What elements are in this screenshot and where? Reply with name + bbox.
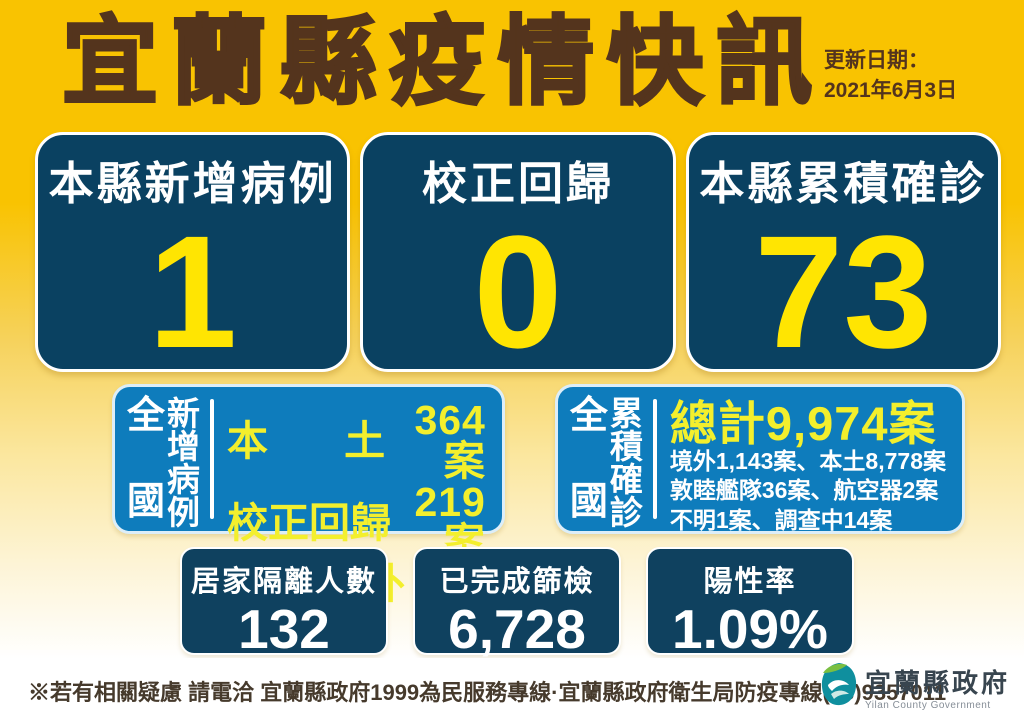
logo-name: 宜蘭縣政府 — [864, 667, 1010, 698]
stat-card-value: 0 — [473, 202, 563, 381]
national-new-content: 本 土 364案 校 正 回 歸 219案 境 — [227, 397, 486, 605]
case-row-label: 校 正 回 歸 — [227, 499, 392, 546]
small-stat-card-quarantine: 居家隔離人數 132 — [180, 547, 388, 658]
update-date-label: 更新日期： — [824, 49, 929, 72]
small-stat-card-positive-rate: 陽性率 1.09% — [646, 547, 854, 658]
national-new-side-label: 全 國 新 增 病 例 — [127, 395, 201, 529]
stat-card-value: 1 — [148, 202, 238, 381]
side-label-char: 病 — [167, 461, 201, 498]
stat-card-county-cumulative: 本縣累積確診 73 — [685, 132, 1001, 381]
small-stat-value: 1.09% — [672, 598, 828, 660]
footer-bar: ※若有相關疑慮 請電洽 宜蘭縣政府1999為民服務專線·宜蘭縣政府衛生局防疫專線… — [0, 658, 1024, 724]
national-cumulative-box: 全 國 累 積 確 診 總計9,974案 境外1,143案、本土8,778案 敦… — [554, 384, 965, 534]
top-stats-row: 本縣新增病例 1 校正回歸 0 本縣累積確診 73 — [35, 132, 1001, 372]
label-divider — [210, 399, 215, 519]
case-row-local: 本 土 364案 — [227, 400, 486, 482]
small-stat-card-screened: 已完成篩檢 6,728 — [413, 547, 621, 658]
stat-card-label: 本縣新增病例 — [48, 158, 337, 209]
side-label-char: 確 — [609, 461, 643, 498]
update-date-value: 2021年6月3日 — [824, 79, 958, 103]
logo-subtitle: Yilan County Government — [864, 699, 991, 711]
side-label-char: 國 — [569, 481, 608, 523]
cumulative-detail: 境外1,143案、本土8,778案 — [669, 448, 946, 474]
stat-card-value: 73 — [754, 202, 933, 381]
cumulative-total: 總計9,974案 — [669, 397, 937, 450]
case-row-label: 本 土 — [227, 417, 386, 464]
small-stat-label: 陽性率 — [703, 566, 797, 598]
side-label-char: 全 — [569, 395, 608, 437]
side-label-char: 例 — [167, 494, 201, 531]
side-label-col: 全 國 — [570, 397, 608, 521]
side-label-char: 全 — [127, 395, 166, 437]
national-cumulative-content: 總計9,974案 境外1,143案、本土8,778案 敦睦艦隊36案、航空器2案… — [669, 397, 946, 533]
update-date: 更新日期： 2021年6月3日 — [824, 46, 984, 107]
cumulative-detail: 不明1案、調查中14案 — [669, 506, 893, 533]
side-label-char: 國 — [127, 481, 166, 523]
national-stats-row: 全 國 新 增 病 例 本 土 364案 — [112, 384, 965, 605]
logo-text-block: 宜蘭縣政府 Yilan County Government — [865, 663, 1010, 711]
national-cumulative-side-label: 全 國 累 積 確 診 — [570, 395, 643, 529]
side-label-char: 累 — [609, 395, 643, 432]
stat-card-label: 本縣累積確診 — [699, 158, 988, 209]
side-label-char: 新 — [167, 395, 201, 432]
case-row-backlog: 校 正 回 歸 219案 — [227, 482, 486, 564]
small-stat-label: 居家隔離人數 — [190, 566, 377, 598]
side-label-char: 診 — [609, 494, 643, 531]
stat-card-county-new: 本縣新增病例 1 — [35, 132, 351, 381]
small-stat-value: 6,728 — [448, 598, 586, 660]
stat-card-backlog: 校正回歸 0 — [360, 132, 676, 381]
side-label-col: 全 國 — [127, 397, 165, 521]
side-label-col: 新 增 病 例 — [167, 395, 201, 529]
national-new-box: 全 國 新 增 病 例 本 土 364案 — [112, 384, 505, 605]
county-gov-logo: 宜蘭縣政府 Yilan County Government — [819, 661, 1010, 712]
small-stat-label: 已完成篩檢 — [439, 566, 595, 598]
case-row-value: 364案 — [414, 397, 486, 484]
stat-card-label: 校正回歸 — [421, 158, 614, 209]
side-label-char: 增 — [167, 428, 201, 465]
label-divider — [652, 399, 657, 519]
side-label-col: 累 積 確 診 — [609, 395, 643, 529]
cumulative-detail: 敦睦艦隊36案、航空器2案 — [669, 477, 939, 504]
footer-note: ※若有相關疑慮 請電洽 宜蘭縣政府1999為民服務專線·宜蘭縣政府衛生局防疫專線… — [28, 680, 947, 705]
bottom-stats-row: 居家隔離人數 132 已完成篩檢 6,728 陽性率 1.09% — [180, 547, 854, 658]
side-label-char: 積 — [609, 428, 643, 465]
county-gov-swirl-icon — [819, 661, 859, 712]
page-title: 宜蘭縣疫情快訊 — [61, 8, 825, 116]
small-stat-value: 132 — [238, 598, 330, 660]
